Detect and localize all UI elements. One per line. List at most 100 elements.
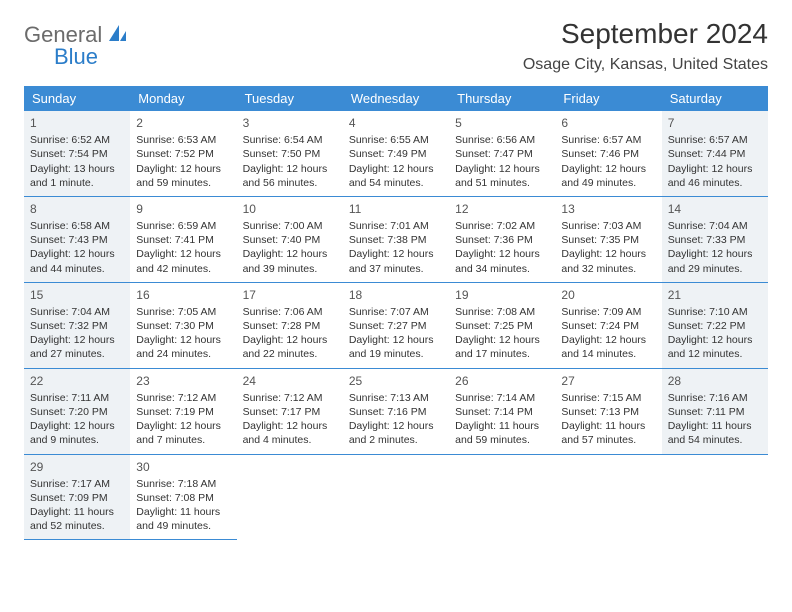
sunset-text: Sunset: 7:20 PM [30, 405, 124, 419]
sunset-text: Sunset: 7:38 PM [349, 233, 443, 247]
calendar-cell: 25Sunrise: 7:13 AMSunset: 7:16 PMDayligh… [343, 369, 449, 455]
daylight-text: Daylight: 12 hours and 39 minutes. [243, 247, 337, 275]
day-number: 5 [455, 115, 549, 131]
sunset-text: Sunset: 7:22 PM [668, 319, 762, 333]
sunset-text: Sunset: 7:35 PM [561, 233, 655, 247]
header: General Blue September 2024 Osage City, … [24, 18, 768, 74]
sunset-text: Sunset: 7:54 PM [30, 147, 124, 161]
calendar-cell: 10Sunrise: 7:00 AMSunset: 7:40 PMDayligh… [237, 197, 343, 283]
day-number: 3 [243, 115, 337, 131]
day-number: 30 [136, 459, 230, 475]
sunrise-text: Sunrise: 7:09 AM [561, 305, 655, 319]
sunrise-text: Sunrise: 7:18 AM [136, 477, 230, 491]
daylight-text: Daylight: 12 hours and 32 minutes. [561, 247, 655, 275]
calendar-cell: 26Sunrise: 7:14 AMSunset: 7:14 PMDayligh… [449, 369, 555, 455]
day-number: 7 [668, 115, 762, 131]
calendar-header-row: SundayMondayTuesdayWednesdayThursdayFrid… [24, 86, 768, 111]
sunset-text: Sunset: 7:14 PM [455, 405, 549, 419]
daylight-text: Daylight: 12 hours and 51 minutes. [455, 162, 549, 190]
day-number: 9 [136, 201, 230, 217]
sunset-text: Sunset: 7:13 PM [561, 405, 655, 419]
sunrise-text: Sunrise: 6:53 AM [136, 133, 230, 147]
daylight-text: Daylight: 12 hours and 34 minutes. [455, 247, 549, 275]
logo-text: General Blue [24, 24, 128, 68]
sunrise-text: Sunrise: 7:03 AM [561, 219, 655, 233]
logo-sail-icon [108, 24, 128, 46]
calendar-cell: 7Sunrise: 6:57 AMSunset: 7:44 PMDaylight… [662, 111, 768, 197]
day-number: 11 [349, 201, 443, 217]
sunrise-text: Sunrise: 7:10 AM [668, 305, 762, 319]
sunrise-text: Sunrise: 7:01 AM [349, 219, 443, 233]
sunset-text: Sunset: 7:19 PM [136, 405, 230, 419]
weekday-header: Friday [555, 86, 661, 111]
sunrise-text: Sunrise: 7:16 AM [668, 391, 762, 405]
sunrise-text: Sunrise: 7:08 AM [455, 305, 549, 319]
calendar-cell-empty [449, 455, 555, 541]
day-number: 23 [136, 373, 230, 389]
calendar-cell: 20Sunrise: 7:09 AMSunset: 7:24 PMDayligh… [555, 283, 661, 369]
day-number: 19 [455, 287, 549, 303]
sunset-text: Sunset: 7:41 PM [136, 233, 230, 247]
weekday-header: Sunday [24, 86, 130, 111]
calendar-cell: 9Sunrise: 6:59 AMSunset: 7:41 PMDaylight… [130, 197, 236, 283]
sunrise-text: Sunrise: 6:59 AM [136, 219, 230, 233]
sunrise-text: Sunrise: 6:55 AM [349, 133, 443, 147]
day-number: 22 [30, 373, 124, 389]
calendar-cell: 11 Sunrise: 7:01 AMSunset: 7:38 PMDayligh… [343, 197, 449, 283]
daylight-text: Daylight: 12 hours and 46 minutes. [668, 162, 762, 190]
calendar: SundayMondayTuesdayWednesdayThursdayFrid… [24, 86, 768, 540]
daylight-text: Daylight: 12 hours and 37 minutes. [349, 247, 443, 275]
sunrise-text: Sunrise: 6:57 AM [561, 133, 655, 147]
weekday-header: Wednesday [343, 86, 449, 111]
daylight-text: Daylight: 12 hours and 56 minutes. [243, 162, 337, 190]
calendar-cell: 17Sunrise: 7:06 AMSunset: 7:28 PMDayligh… [237, 283, 343, 369]
day-number: 26 [455, 373, 549, 389]
calendar-body: 1Sunrise: 6:52 AMSunset: 7:54 PMDaylight… [24, 111, 768, 540]
day-number: 15 [30, 287, 124, 303]
daylight-text: Daylight: 12 hours and 24 minutes. [136, 333, 230, 361]
calendar-cell: 14Sunrise: 7:04 AMSunset: 7:33 PMDayligh… [662, 197, 768, 283]
sunrise-text: Sunrise: 7:13 AM [349, 391, 443, 405]
day-number: 28 [668, 373, 762, 389]
day-number: 16 [136, 287, 230, 303]
day-number: 18 [349, 287, 443, 303]
day-number: 4 [349, 115, 443, 131]
calendar-cell: 23Sunrise: 7:12 AMSunset: 7:19 PMDayligh… [130, 369, 236, 455]
sunset-text: Sunset: 7:24 PM [561, 319, 655, 333]
sunset-text: Sunset: 7:08 PM [136, 491, 230, 505]
sunrise-text: Sunrise: 7:11 AM [30, 391, 124, 405]
daylight-text: Daylight: 12 hours and 49 minutes. [561, 162, 655, 190]
daylight-text: Daylight: 12 hours and 14 minutes. [561, 333, 655, 361]
sunset-text: Sunset: 7:52 PM [136, 147, 230, 161]
logo-word2: Blue [54, 46, 128, 68]
calendar-cell: 18Sunrise: 7:07 AMSunset: 7:27 PMDayligh… [343, 283, 449, 369]
logo: General Blue [24, 24, 128, 68]
calendar-cell: 28 Sunrise: 7:16 AMSunset: 7:11 PMDayligh… [662, 369, 768, 455]
daylight-text: Daylight: 12 hours and 59 minutes. [136, 162, 230, 190]
weekday-header: Monday [130, 86, 236, 111]
sunset-text: Sunset: 7:30 PM [136, 319, 230, 333]
daylight-text: Daylight: 12 hours and 2 minutes. [349, 419, 443, 447]
sunrise-text: Sunrise: 7:04 AM [30, 305, 124, 319]
calendar-cell: 29Sunrise: 7:17 AMSunset: 7:09 PMDayligh… [24, 455, 130, 541]
calendar-cell: 13Sunrise: 7:03 AMSunset: 7:35 PMDayligh… [555, 197, 661, 283]
daylight-text: Daylight: 11 hours and 54 minutes. [668, 419, 762, 447]
sunset-text: Sunset: 7:36 PM [455, 233, 549, 247]
sunset-text: Sunset: 7:46 PM [561, 147, 655, 161]
sunrise-text: Sunrise: 6:56 AM [455, 133, 549, 147]
day-number: 29 [30, 459, 124, 475]
sunset-text: Sunset: 7:09 PM [30, 491, 124, 505]
calendar-cell: 30Sunrise: 7:18 AMSunset: 7:08 PMDayligh… [130, 455, 236, 541]
sunset-text: Sunset: 7:11 PM [668, 405, 762, 419]
calendar-cell: 5Sunrise: 6:56 AMSunset: 7:47 PMDaylight… [449, 111, 555, 197]
sunrise-text: Sunrise: 7:02 AM [455, 219, 549, 233]
calendar-cell-empty [555, 455, 661, 541]
day-number: 14 [668, 201, 762, 217]
title-block: September 2024 Osage City, Kansas, Unite… [523, 18, 768, 74]
sunset-text: Sunset: 7:50 PM [243, 147, 337, 161]
daylight-text: Daylight: 11 hours and 59 minutes. [455, 419, 549, 447]
daylight-text: Daylight: 12 hours and 27 minutes. [30, 333, 124, 361]
daylight-text: Daylight: 12 hours and 9 minutes. [30, 419, 124, 447]
sunset-text: Sunset: 7:27 PM [349, 319, 443, 333]
calendar-cell-empty [662, 455, 768, 541]
